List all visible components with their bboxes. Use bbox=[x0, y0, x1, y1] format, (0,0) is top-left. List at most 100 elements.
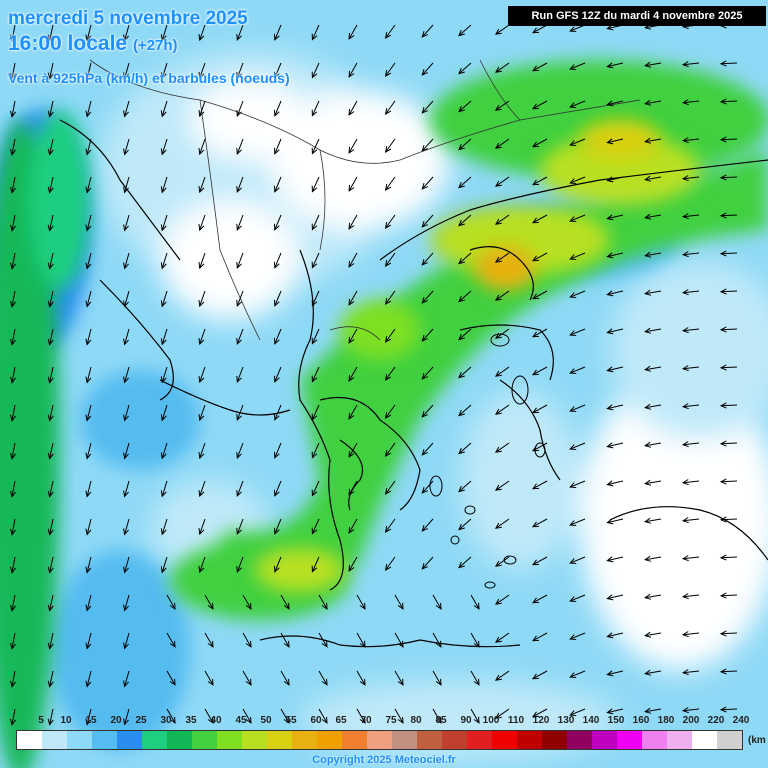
wind-arrow-head bbox=[531, 673, 540, 680]
wind-arrow-head bbox=[384, 184, 392, 191]
wind-arrow bbox=[236, 290, 244, 307]
wind-arrow-head bbox=[236, 489, 242, 497]
wind-arrow-head bbox=[606, 480, 614, 487]
wind-arrow bbox=[532, 176, 548, 186]
wind-arrow bbox=[311, 214, 320, 230]
wind-arrow-head bbox=[85, 642, 92, 650]
wind-arrow-head bbox=[644, 707, 652, 714]
legend-tick-label: 70 bbox=[360, 715, 372, 726]
wind-arrow bbox=[49, 62, 54, 79]
wind-arrow bbox=[124, 594, 130, 611]
wind-arrow-head bbox=[236, 71, 242, 79]
wind-arrow bbox=[683, 556, 700, 560]
wind-arrow bbox=[495, 328, 510, 339]
wind-arrow-head bbox=[47, 224, 54, 232]
wind-arrow bbox=[683, 138, 700, 142]
wind-arrow bbox=[49, 214, 54, 231]
wind-arrow-head bbox=[283, 602, 290, 610]
wind-arrow-head bbox=[681, 403, 689, 410]
wind-arrow-head bbox=[169, 678, 176, 686]
wind-arrow bbox=[242, 594, 252, 610]
wind-arrow bbox=[161, 252, 168, 269]
wind-arrow bbox=[124, 480, 130, 497]
legend-swatch bbox=[117, 731, 142, 749]
wind-arrow-head bbox=[47, 300, 54, 308]
wind-arrow-head bbox=[207, 716, 214, 724]
wind-arrow-head bbox=[85, 186, 92, 194]
wind-arrow bbox=[385, 366, 396, 381]
wind-arrow-head bbox=[397, 678, 404, 686]
wind-arrow bbox=[470, 632, 480, 648]
wind-arrow-head bbox=[198, 452, 205, 460]
wind-arrow bbox=[532, 556, 548, 566]
legend-swatch bbox=[567, 731, 592, 749]
wind-arrow-head bbox=[384, 564, 392, 571]
wind-arrow-head bbox=[719, 364, 727, 371]
wind-arrow-head bbox=[531, 559, 540, 566]
wind-arrow-head bbox=[397, 602, 404, 610]
wind-arrow-head bbox=[681, 555, 689, 562]
wind-arrow-head bbox=[569, 406, 577, 412]
wind-arrow bbox=[421, 518, 434, 532]
wind-arrow-head bbox=[274, 489, 280, 497]
wind-arrow-head bbox=[644, 555, 652, 562]
wind-arrow-head bbox=[348, 526, 355, 534]
wind-arrow-head bbox=[283, 678, 290, 686]
wind-arrow-head bbox=[719, 60, 727, 67]
wind-arrow bbox=[385, 24, 396, 39]
wind-arrow bbox=[458, 100, 472, 112]
wind-arrow bbox=[570, 594, 586, 602]
wind-arrow bbox=[166, 632, 176, 648]
legend-swatch bbox=[142, 731, 167, 749]
wind-arrow bbox=[311, 556, 320, 572]
wind-arrow bbox=[394, 594, 404, 610]
wind-arrow bbox=[458, 24, 472, 36]
legend-swatch bbox=[592, 731, 617, 749]
wind-arrow bbox=[348, 138, 358, 154]
wind-arrow bbox=[532, 632, 548, 642]
wind-arrow bbox=[385, 62, 396, 77]
wind-arrow-head bbox=[644, 517, 652, 524]
wind-arrow-head bbox=[606, 632, 614, 639]
wind-arrow-head bbox=[569, 102, 577, 108]
wind-arrow bbox=[532, 442, 548, 452]
wind-arrow bbox=[199, 138, 206, 155]
wind-arrow bbox=[607, 176, 624, 182]
wind-arrow bbox=[49, 328, 54, 345]
wind-arrow-head bbox=[494, 484, 502, 491]
wind-arrow-head bbox=[644, 365, 652, 372]
wind-arrow bbox=[11, 24, 16, 41]
legend-tick-label: 30 bbox=[160, 715, 172, 726]
wind-arrow bbox=[683, 62, 700, 66]
wind-arrow bbox=[607, 328, 624, 334]
wind-arrow-head bbox=[85, 376, 92, 384]
wind-arrow bbox=[720, 594, 738, 597]
wind-arrow-head bbox=[606, 290, 614, 297]
wind-arrow-head bbox=[85, 566, 92, 574]
wind-arrow bbox=[683, 290, 700, 294]
wind-arrow-head bbox=[384, 260, 392, 267]
wind-arrow-head bbox=[123, 642, 129, 650]
wind-arrow-head bbox=[719, 440, 727, 447]
wind-arrow bbox=[607, 708, 624, 714]
wind-arrow-head bbox=[47, 680, 54, 688]
wind-arrow bbox=[11, 62, 16, 79]
wind-arrow bbox=[458, 404, 472, 416]
wind-arrow bbox=[645, 670, 662, 675]
legend-tick-label: 35 bbox=[185, 715, 197, 726]
wind-arrow-head bbox=[494, 28, 502, 35]
wind-arrow bbox=[242, 670, 252, 686]
wind-arrow-head bbox=[644, 289, 652, 296]
legend-swatch bbox=[267, 731, 292, 749]
wind-arrow bbox=[570, 404, 586, 412]
wind-arrow-head bbox=[236, 565, 242, 573]
wind-arrow bbox=[570, 632, 586, 640]
legend-tick-label: 150 bbox=[607, 715, 625, 726]
wind-arrow bbox=[470, 594, 480, 610]
wind-arrow bbox=[458, 518, 472, 530]
wind-arrow-head bbox=[421, 448, 428, 456]
wind-arrow-head bbox=[531, 65, 540, 72]
wind-arrow-head bbox=[644, 251, 652, 258]
wind-arrow-head bbox=[384, 450, 392, 457]
wind-arrow-head bbox=[569, 254, 577, 260]
